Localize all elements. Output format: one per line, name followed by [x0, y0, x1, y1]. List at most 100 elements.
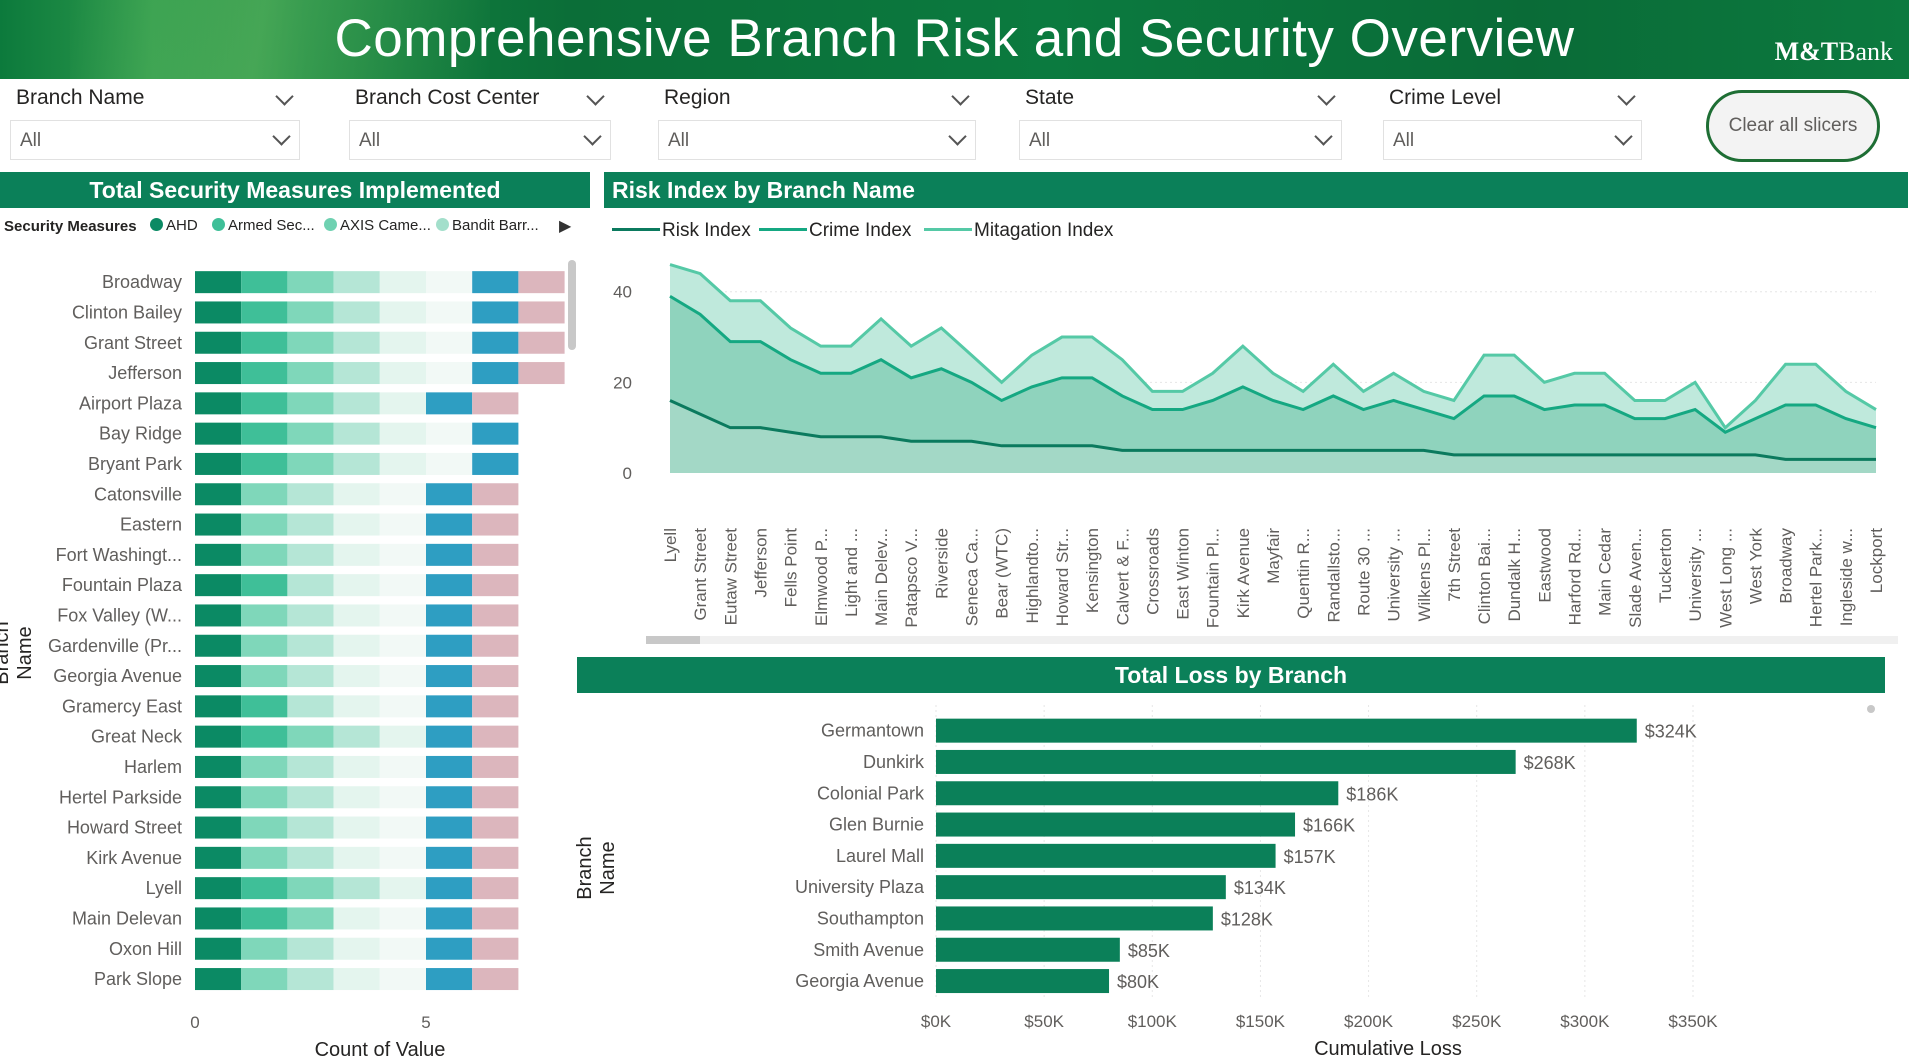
chevron-down-icon[interactable] [1614, 127, 1633, 148]
chevron-down-icon[interactable] [1317, 87, 1336, 108]
bar-segment [333, 786, 380, 809]
x-tick-label: Lyell [661, 528, 680, 562]
legend-item[interactable]: Risk Index [612, 220, 751, 242]
bar-segment [379, 877, 426, 900]
slicer-value: All [1393, 130, 1415, 151]
bar-segment [426, 846, 473, 869]
risk-chart-scrollbar-track[interactable] [646, 636, 1898, 644]
bar-segment [426, 695, 473, 718]
chevron-down-icon[interactable] [272, 127, 291, 148]
bar-segment [426, 634, 473, 657]
legend-scroll-right-icon[interactable]: ▶ [559, 218, 572, 235]
loss-chart-scrollbar[interactable] [1867, 705, 1875, 713]
data-label: $166K [1303, 816, 1355, 836]
legend-item[interactable]: Mitagation Index [924, 220, 1113, 242]
chevron-down-icon[interactable] [948, 127, 967, 148]
bar-segment [195, 907, 242, 930]
bar-segment [333, 574, 380, 597]
bar-segment [472, 816, 519, 839]
slicer-dropdown[interactable]: All [1019, 120, 1342, 160]
category-label: Main Delevan [72, 908, 182, 928]
bar [936, 969, 1110, 994]
slicer-dropdown[interactable]: All [10, 120, 300, 160]
bar-segment [241, 816, 288, 839]
clear-all-slicers-button[interactable]: Clear all slicers [1706, 90, 1880, 162]
bar-segment [241, 968, 288, 991]
bar-segment [241, 543, 288, 566]
category-label: Park Slope [94, 969, 182, 989]
bar [936, 812, 1296, 837]
legend-dot-icon [324, 218, 337, 231]
bar-segment [195, 665, 242, 688]
bar-segment [379, 816, 426, 839]
slicer-dropdown[interactable]: All [349, 120, 611, 160]
bar-segment [379, 271, 426, 294]
bar-segment [287, 392, 334, 415]
slicer-label: Branch Cost Center [355, 86, 540, 109]
x-tick-label: Highlandto... [1023, 528, 1042, 623]
slicer-state: State All [1019, 84, 1342, 162]
category-label: Dunkirk [863, 752, 925, 772]
bar-segment [472, 301, 519, 324]
security-chart-scrollbar[interactable] [568, 260, 576, 350]
bar-segment [379, 907, 426, 930]
risk-panel-title: Risk Index by Branch Name [604, 172, 1908, 208]
area-1 [670, 296, 1876, 473]
data-label: $128K [1221, 909, 1273, 929]
chevron-down-icon[interactable] [951, 87, 970, 108]
bank-logo: M&TBank [1774, 37, 1893, 66]
x-tick-label: Bear (WTC) [993, 528, 1012, 619]
chevron-down-icon[interactable] [586, 87, 605, 108]
bar-segment [287, 877, 334, 900]
chevron-down-icon[interactable] [1314, 127, 1333, 148]
slicer-crime-level: Crime Level All [1383, 84, 1642, 162]
slicer-dropdown[interactable]: All [1383, 120, 1642, 160]
x-tick-label: $50K [1024, 1012, 1064, 1031]
x-tick-label: $300K [1560, 1012, 1610, 1031]
legend-dot-icon [436, 218, 449, 231]
category-label: Great Neck [91, 727, 183, 747]
bar-segment [379, 543, 426, 566]
legend-item[interactable]: Bandit Barr... [436, 217, 539, 234]
category-label: Catonsville [94, 484, 182, 504]
bar-segment [195, 937, 242, 960]
bar-segment [333, 362, 380, 385]
legend-item[interactable]: Armed Sec... [212, 217, 315, 234]
bar-segment [241, 665, 288, 688]
bar-segment [379, 362, 426, 385]
bar-segment [426, 362, 473, 385]
bar-segment [287, 907, 334, 930]
category-label: Fort Washingt... [56, 545, 182, 565]
bar-segment [472, 574, 519, 597]
bar-segment [241, 846, 288, 869]
slicer-dropdown[interactable]: All [658, 120, 976, 160]
slicer-branch-name: Branch Name All [10, 84, 300, 162]
bar-segment [472, 271, 519, 294]
chevron-down-icon[interactable] [583, 127, 602, 148]
legend-item[interactable]: AXIS Came... [324, 217, 431, 234]
slicer-label: Branch Name [16, 86, 145, 109]
legend-item[interactable]: Crime Index [759, 220, 911, 242]
bar-segment [426, 513, 473, 536]
bar-segment [195, 331, 242, 354]
bar-segment [333, 271, 380, 294]
bar-segment [241, 604, 288, 627]
x-tick-label: $0K [921, 1012, 952, 1031]
bar-segment [241, 725, 288, 748]
chevron-down-icon[interactable] [275, 87, 294, 108]
x-tick-label: Kirk Avenue [1234, 528, 1253, 618]
bar-segment [379, 968, 426, 991]
bar-segment [472, 392, 519, 415]
chevron-down-icon[interactable] [1617, 87, 1636, 108]
bar-segment [287, 665, 334, 688]
loss-panel-title: Total Loss by Branch [577, 657, 1885, 693]
risk-chart-scrollbar-thumb[interactable] [646, 636, 700, 644]
legend-label: Armed Sec... [228, 217, 315, 234]
bar-segment [333, 695, 380, 718]
legend-line-icon [759, 228, 807, 231]
legend-item[interactable]: AHD [150, 217, 198, 234]
bar-segment [195, 452, 242, 475]
bar-segment [472, 483, 519, 506]
bar-segment [426, 907, 473, 930]
bar-segment [241, 483, 288, 506]
